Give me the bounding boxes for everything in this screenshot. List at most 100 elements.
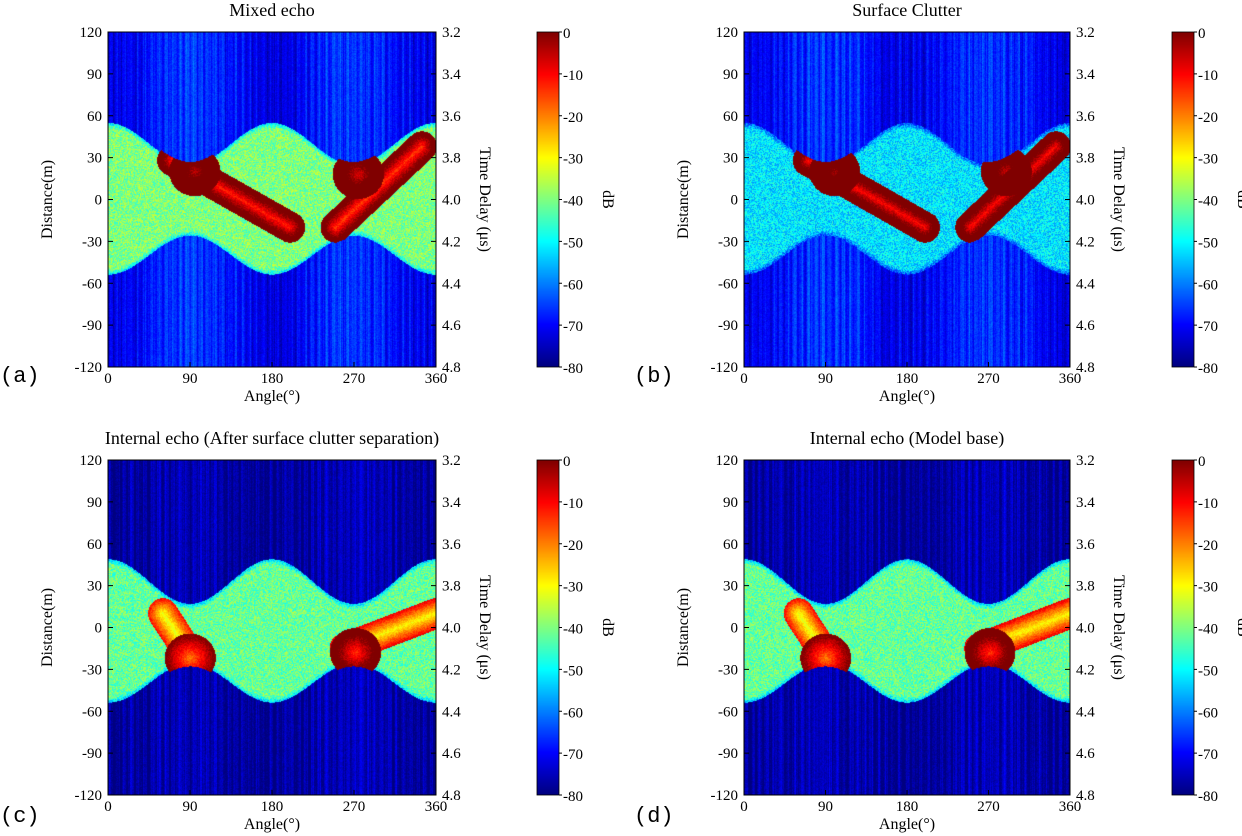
y-tick-label: 30	[723, 151, 738, 167]
y-tick-label: -120	[711, 788, 739, 804]
colorbar-tick-label: -20	[1198, 110, 1218, 126]
y2-tick-label: 3.8	[1076, 579, 1095, 595]
y2-tick-label: 4.6	[1076, 746, 1095, 762]
y2-tick-label: 4.4	[442, 276, 461, 292]
colorbar-tick-label: -40	[1198, 194, 1218, 210]
heatmap-image	[744, 460, 1070, 795]
colorbar-tick-label: -70	[1198, 319, 1218, 335]
y2-tick-label: 3.6	[1076, 537, 1095, 553]
x-tick-label: 0	[104, 799, 112, 815]
y2-tick-label: 3.8	[442, 151, 461, 167]
x-tick-label: 360	[425, 371, 448, 387]
y-tick-label: 30	[723, 579, 738, 595]
y-tick-label: 60	[723, 109, 738, 125]
y-tick-label: -60	[82, 276, 102, 292]
y-tick-label: 120	[716, 453, 739, 469]
x-tick-label: 360	[425, 799, 448, 815]
colorbar-tick-label: -40	[563, 622, 583, 638]
y-tick-label: -60	[718, 704, 738, 720]
colorbar-tick-label: 0	[563, 26, 571, 42]
y-tick-label: -90	[82, 318, 102, 334]
y2-tick-label: 3.4	[1076, 495, 1095, 511]
x-tick-label: 180	[261, 371, 284, 387]
colorbar-tick-label: -20	[1198, 538, 1218, 554]
chart-title: Surface Clutter	[852, 0, 961, 20]
colorbar-tick-label: -50	[563, 663, 583, 679]
y2-tick-label: 4.4	[1076, 704, 1095, 720]
y-tick-label: 120	[80, 453, 103, 469]
y2-tick-label: 3.4	[1076, 67, 1095, 83]
x-tick-label: 360	[1059, 371, 1082, 387]
colorbar	[537, 460, 559, 795]
y-tick-label: 120	[80, 25, 103, 41]
x-tick-label: 270	[343, 799, 366, 815]
x-tick-label: 90	[183, 799, 198, 815]
y2-tick-label: 3.6	[1076, 109, 1095, 125]
y-axis-label: Distance(m)	[675, 160, 692, 239]
x-tick-label: 270	[977, 371, 1000, 387]
panel-3: Internal echo (Model base) 0 90 180 270 360 An…	[634, 428, 1242, 833]
colorbar-tick-label: -10	[1198, 68, 1218, 84]
y-tick-label: -120	[75, 788, 103, 804]
colorbar-tick-label: -50	[1198, 663, 1218, 679]
colorbar	[1172, 460, 1194, 795]
y-tick-label: 90	[723, 67, 738, 83]
y2-tick-label: 4.6	[442, 318, 461, 334]
colorbar-tick-label: -40	[563, 194, 583, 210]
colorbar-tick-label: -30	[563, 152, 583, 168]
colorbar-label: dB	[599, 618, 616, 637]
y2-tick-label: 3.2	[1076, 453, 1095, 469]
colorbar-tick-label: -80	[563, 789, 583, 805]
colorbar-tick-label: -20	[563, 538, 583, 554]
y-tick-label: 0	[731, 621, 739, 637]
y2-axis-label: Time Delay (μs)	[476, 575, 493, 680]
colorbar-tick-label: -30	[1198, 152, 1218, 168]
colorbar-tick-label: -70	[1198, 747, 1218, 763]
y-tick-label: 0	[731, 193, 739, 209]
y2-axis-label: Time Delay (μs)	[1110, 575, 1127, 680]
colorbar-tick-label: -40	[1198, 622, 1218, 638]
panel-label: (c)	[0, 804, 40, 829]
y2-tick-label: 4.0	[442, 193, 461, 209]
panel-label: (d)	[634, 804, 674, 829]
colorbar-tick-label: -50	[1198, 235, 1218, 251]
chart-title: Mixed echo	[229, 0, 314, 20]
colorbar-tick-label: -10	[1198, 496, 1218, 512]
y2-tick-label: 4.8	[442, 360, 461, 376]
y-tick-label: -120	[711, 360, 739, 376]
y-tick-label: -60	[718, 276, 738, 292]
x-tick-label: 270	[977, 799, 1000, 815]
y-tick-label: 60	[87, 537, 102, 553]
y-tick-label: -30	[718, 234, 738, 250]
x-tick-label: 180	[896, 799, 919, 815]
y2-tick-label: 4.4	[1076, 276, 1095, 292]
y-tick-label: -90	[82, 746, 102, 762]
y-axis-label: Distance(m)	[675, 588, 692, 667]
heatmap-image	[744, 32, 1070, 367]
chart-title: Internal echo (Model base)	[810, 428, 1004, 449]
y-tick-label: 60	[87, 109, 102, 125]
y2-tick-label: 3.6	[442, 537, 461, 553]
y2-tick-label: 3.2	[1076, 25, 1095, 41]
y2-tick-label: 3.4	[442, 67, 461, 83]
y2-tick-label: 4.0	[442, 621, 461, 637]
x-tick-label: 270	[343, 371, 366, 387]
colorbar-tick-label: -60	[1198, 705, 1218, 721]
colorbar-tick-label: 0	[1198, 26, 1206, 42]
y-tick-label: 120	[716, 25, 739, 41]
colorbar-tick-label: -30	[1198, 580, 1218, 596]
y2-tick-label: 4.2	[442, 662, 461, 678]
x-tick-label: 360	[1059, 799, 1082, 815]
panel-label: (a)	[0, 364, 40, 389]
x-tick-label: 180	[896, 371, 919, 387]
colorbar-tick-label: -60	[563, 705, 583, 721]
y-tick-label: -90	[718, 318, 738, 334]
colorbar-tick-label: -80	[563, 361, 583, 377]
x-axis-label: Angle(°)	[244, 816, 300, 833]
y2-tick-label: 3.2	[442, 25, 461, 41]
x-axis-label: Angle(°)	[879, 388, 935, 405]
colorbar-tick-label: -20	[563, 110, 583, 126]
y2-tick-label: 3.8	[442, 579, 461, 595]
y2-tick-label: 3.4	[442, 495, 461, 511]
x-tick-label: 0	[740, 799, 748, 815]
